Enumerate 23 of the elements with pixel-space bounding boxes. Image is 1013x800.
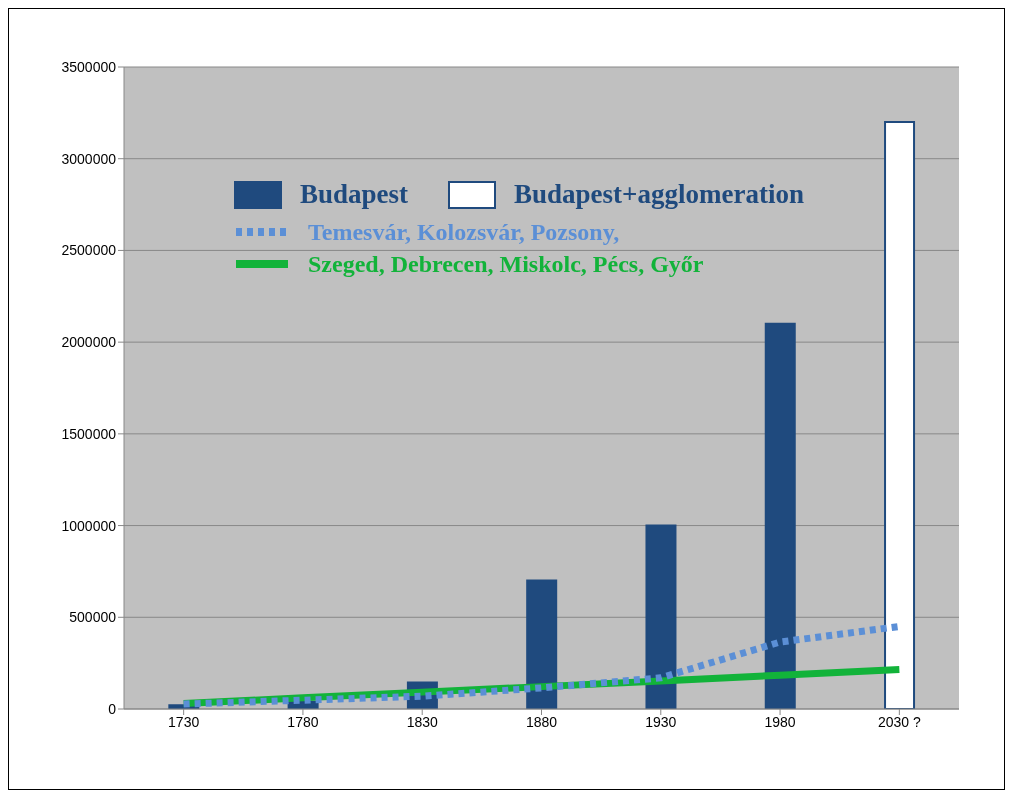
y-tick-label: 0 (108, 700, 117, 717)
y-tick-label: 1500000 (61, 425, 117, 442)
y-tick-label: 3500000 (61, 58, 117, 75)
y-tick-label: 2500000 (61, 242, 117, 259)
bar (526, 579, 558, 709)
x-tick-label: 2030 ? (877, 713, 921, 730)
legend-label: Szeged, Debrecen, Miskolc, Pécs, Győr (307, 250, 705, 279)
y-tick-label: 3000000 (61, 150, 117, 167)
x-tick-label: 1730 (168, 713, 200, 730)
legend-label: Temesvár, Kolozsvár, Pozsony, (307, 218, 621, 247)
bar (884, 121, 916, 709)
x-tick-label: 1830 (406, 713, 438, 730)
y-tick-label: 500000 (69, 609, 117, 626)
legend-label: Budapest+agglomeration (513, 179, 804, 210)
bar (645, 524, 677, 709)
x-tick-label: 1780 (287, 713, 319, 730)
y-tick-label: 2000000 (61, 334, 117, 351)
legend-label: Budapest (299, 179, 409, 210)
bar (764, 322, 796, 709)
y-tick-label: 1000000 (61, 517, 117, 534)
x-tick-label: 1930 (645, 713, 677, 730)
x-tick-label: 1880 (525, 713, 558, 730)
x-tick-label: 1980 (764, 713, 796, 730)
